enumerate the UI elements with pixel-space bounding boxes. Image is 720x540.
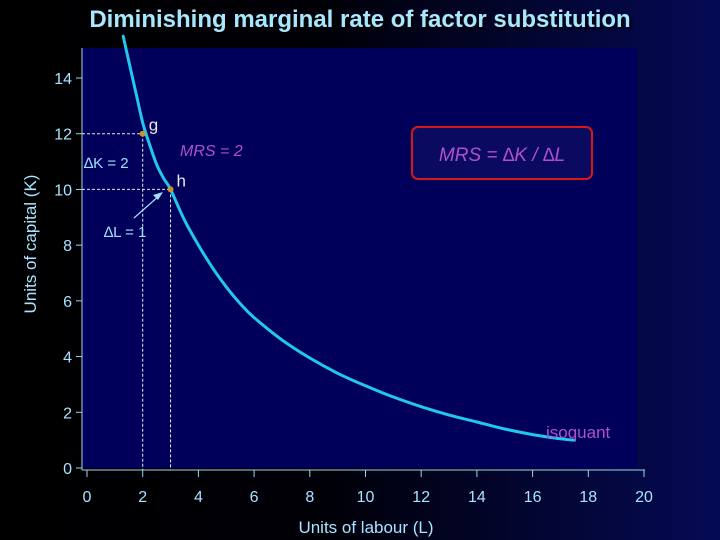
point-h bbox=[167, 186, 174, 193]
isoquant-curve bbox=[121, 34, 576, 442]
delta-l-label: ∆L = 1 bbox=[104, 224, 146, 241]
x-tick-label: 6 bbox=[250, 489, 259, 506]
x-tick-label: 12 bbox=[412, 489, 430, 506]
x-tick-label: 0 bbox=[83, 489, 92, 506]
point-label-h: h bbox=[177, 171, 186, 190]
mrs-formula-text: MRS = ∆K / ∆L bbox=[439, 145, 565, 166]
x-ticks: 0 2 4 6 8 10 12 14 16 18 20 bbox=[83, 470, 653, 506]
mrs-point-label: MRS = 2 bbox=[180, 143, 243, 160]
slide-title: Diminishing marginal rate of factor subs… bbox=[89, 6, 631, 33]
x-tick-label: 14 bbox=[468, 489, 486, 506]
y-tick-label: 0 bbox=[63, 461, 72, 478]
delta-l-arrow bbox=[133, 194, 161, 219]
y-tick-label: 2 bbox=[63, 405, 72, 422]
isoquant-label: isoquant bbox=[546, 423, 611, 442]
x-tick-label: 4 bbox=[194, 489, 203, 506]
x-tick-label: 10 bbox=[357, 489, 375, 506]
x-axis-label: Units of labour (L) bbox=[298, 518, 433, 537]
y-tick-label: 14 bbox=[54, 71, 72, 88]
x-tick-label: 18 bbox=[579, 489, 597, 506]
y-tick-label: 4 bbox=[63, 350, 72, 367]
x-tick-label: 16 bbox=[524, 489, 542, 506]
delta-k-label: ∆K = 2 bbox=[84, 155, 129, 172]
points: gh bbox=[139, 116, 186, 193]
x-tick-label: 2 bbox=[138, 489, 147, 506]
guide-lines bbox=[82, 133, 172, 470]
y-ticks: 0 2 4 6 8 10 12 14 bbox=[54, 71, 82, 478]
point-label-g: g bbox=[149, 116, 158, 135]
y-tick-label: 6 bbox=[63, 294, 72, 311]
point-g bbox=[139, 130, 146, 137]
x-tick-label: 20 bbox=[635, 489, 653, 506]
x-tick-label: 8 bbox=[305, 489, 314, 506]
y-axis-label: Units of capital (K) bbox=[21, 175, 40, 314]
plot-area bbox=[82, 48, 637, 468]
y-tick-label: 10 bbox=[54, 182, 72, 199]
delta-l-arrowhead bbox=[153, 192, 163, 200]
y-tick-label: 8 bbox=[63, 238, 72, 255]
mrs-formula-box bbox=[411, 126, 593, 180]
y-tick-label: 12 bbox=[54, 127, 72, 144]
